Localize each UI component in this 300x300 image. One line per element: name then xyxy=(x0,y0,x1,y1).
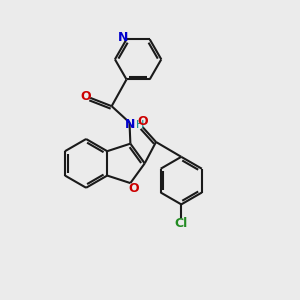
Text: O: O xyxy=(129,182,139,195)
Text: H: H xyxy=(136,120,144,130)
Text: Cl: Cl xyxy=(175,217,188,230)
Text: N: N xyxy=(118,31,129,44)
Text: O: O xyxy=(80,90,91,103)
Text: N: N xyxy=(125,118,135,130)
Text: O: O xyxy=(137,115,148,128)
